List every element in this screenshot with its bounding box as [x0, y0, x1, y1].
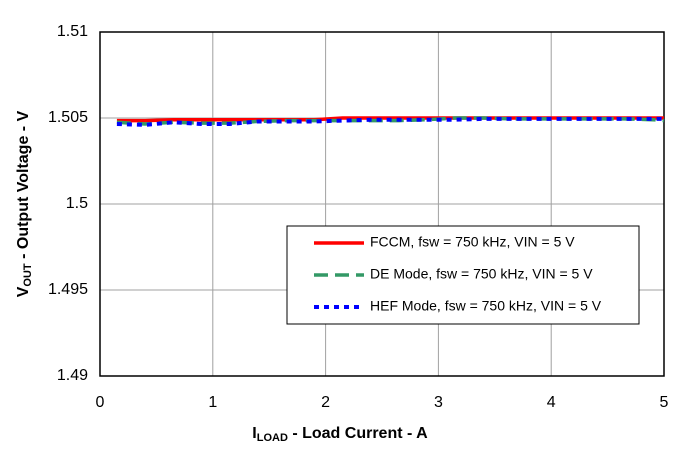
y-label-part: - Output Voltage - V	[15, 110, 32, 263]
x-tick-label: 1	[208, 394, 217, 411]
legend-text: DE Mode, fsw = 750 kHz, VIN = 5 V	[370, 266, 593, 282]
y-tick-label: 1.505	[48, 109, 88, 126]
legend-text: FCCM, fsw = 750 kHz, VIN = 5 V	[370, 234, 575, 250]
plot-border	[99, 31, 665, 377]
y-label-sub: OUT	[22, 263, 34, 287]
x-label-sub: LOAD	[257, 432, 288, 444]
legend-text: HEF Mode, fsw = 750 kHz, VIN = 5 V	[370, 298, 602, 314]
x-label-part: - Load Current - A	[288, 425, 428, 442]
x-axis-label: ILOAD - Load Current - A	[252, 425, 428, 444]
y-tick-label: 1.49	[57, 367, 88, 384]
x-tick-label: 2	[321, 394, 330, 411]
x-tick-label: 4	[547, 394, 556, 411]
x-tick-label: 5	[660, 394, 669, 411]
x-label-part: I	[252, 425, 256, 442]
x-tick-label: 0	[96, 394, 105, 411]
y-tick-label: 1.5	[66, 195, 88, 212]
x-tick-label: 3	[434, 394, 443, 411]
y-tick-label: 1.51	[57, 23, 88, 40]
y-axis-label: VOUT - Output Voltage - V	[15, 110, 34, 297]
series-line	[116, 116, 664, 127]
y-label-part: V	[15, 286, 32, 297]
y-tick-label: 1.495	[48, 281, 88, 298]
